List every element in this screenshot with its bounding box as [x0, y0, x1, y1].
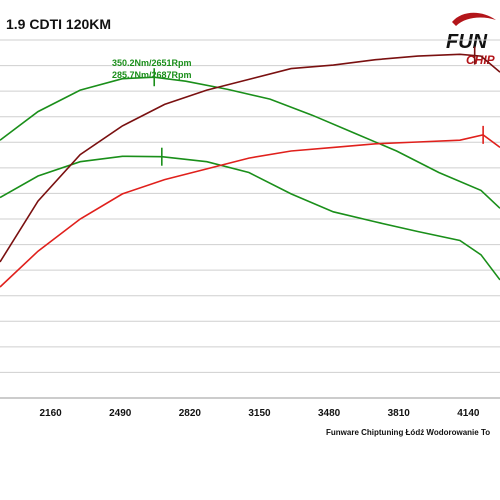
series-line-2 [0, 53, 500, 263]
x-tick-label: 3810 [388, 408, 411, 419]
logo-text: FUN [446, 31, 488, 53]
series-line-3 [0, 134, 500, 288]
series-group [0, 53, 500, 288]
series-line-0 [0, 76, 500, 209]
x-tick-label: 3480 [318, 408, 341, 419]
x-tick-label: 2490 [109, 408, 132, 419]
x-tick-labels: 2160 2490 2820 3150 3480 3810 4140 [40, 408, 480, 419]
series-line-1 [0, 155, 500, 281]
peak-annotation-0: 350.2Nm/2651Rpm [112, 58, 192, 68]
swoosh-icon [452, 12, 496, 26]
x-tick-label: 3150 [248, 408, 271, 419]
logo-subtext: CHIP [466, 53, 496, 66]
grid [0, 39, 500, 399]
x-tick-label: 2820 [179, 408, 202, 419]
x-tick-label: 4140 [457, 408, 480, 419]
peak-markers [153, 46, 484, 166]
x-tick-label: 2160 [40, 408, 63, 419]
peak-annotation-1: 285.7Nm/2687Rpm [112, 70, 192, 80]
annotations: 350.2Nm/2651Rpm 285.7Nm/2687Rpm [112, 58, 192, 80]
chart-title: 1.9 CDTI 120KM [6, 16, 112, 32]
footer-credit: Funware Chiptuning Łódź Wodorowanie To [326, 428, 491, 437]
brand-logo: FUN CHIP [438, 8, 500, 67]
